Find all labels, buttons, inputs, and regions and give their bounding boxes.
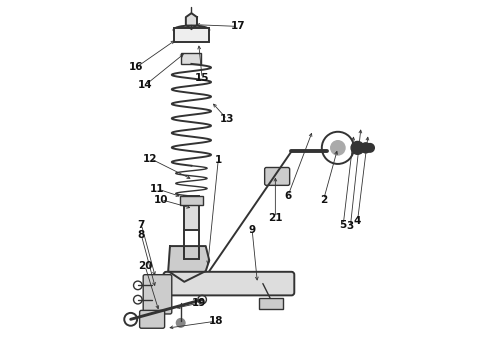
FancyBboxPatch shape xyxy=(140,310,165,328)
Text: 17: 17 xyxy=(230,21,245,31)
Bar xyxy=(259,298,283,309)
Text: 13: 13 xyxy=(220,114,234,124)
FancyBboxPatch shape xyxy=(164,272,294,296)
Text: 6: 6 xyxy=(284,191,292,201)
Text: 18: 18 xyxy=(209,316,223,326)
Text: 4: 4 xyxy=(354,216,361,226)
Text: 14: 14 xyxy=(138,80,152,90)
Text: 20: 20 xyxy=(138,261,152,271)
Bar xyxy=(184,196,199,230)
Bar xyxy=(180,196,203,205)
Circle shape xyxy=(331,141,345,155)
Bar xyxy=(181,53,201,64)
Text: 10: 10 xyxy=(154,195,168,204)
Polygon shape xyxy=(186,13,197,29)
Text: 5: 5 xyxy=(340,220,347,230)
Text: 1: 1 xyxy=(215,156,222,165)
Circle shape xyxy=(361,143,371,153)
Circle shape xyxy=(351,141,364,154)
Text: 7: 7 xyxy=(138,220,145,230)
Circle shape xyxy=(366,144,374,152)
FancyBboxPatch shape xyxy=(143,275,172,314)
Text: 9: 9 xyxy=(248,225,256,235)
Text: 8: 8 xyxy=(138,230,145,240)
Circle shape xyxy=(176,319,185,327)
Bar xyxy=(173,28,209,42)
Text: 21: 21 xyxy=(268,212,283,222)
Text: 3: 3 xyxy=(347,221,354,231)
Text: 12: 12 xyxy=(143,154,158,163)
Text: 15: 15 xyxy=(195,73,209,83)
Text: 11: 11 xyxy=(150,184,165,194)
Text: 16: 16 xyxy=(129,63,143,72)
Text: 2: 2 xyxy=(320,195,327,204)
FancyBboxPatch shape xyxy=(265,167,290,185)
Text: 19: 19 xyxy=(192,298,206,308)
Polygon shape xyxy=(168,246,209,282)
